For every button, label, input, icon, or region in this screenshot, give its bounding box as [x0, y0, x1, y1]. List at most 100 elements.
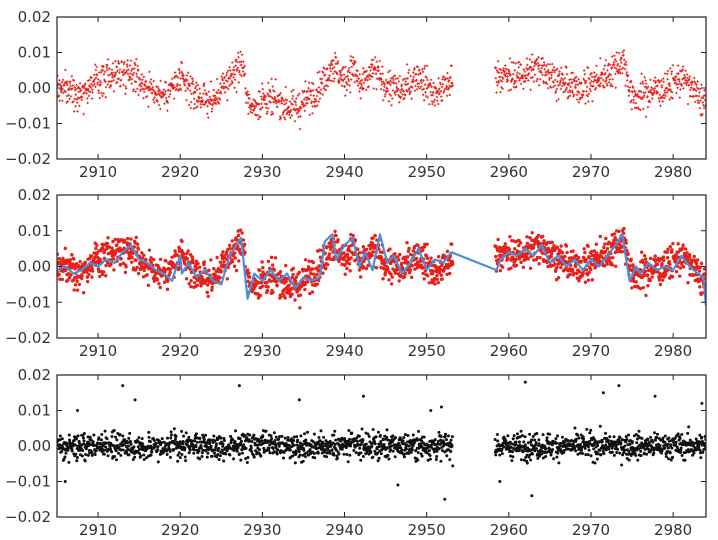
data-point: [415, 266, 419, 270]
data-point: [291, 272, 295, 277]
data-point: [311, 267, 315, 271]
data-point: [191, 257, 195, 262]
data-point: [135, 265, 139, 270]
data-point: [270, 263, 275, 267]
data-point: [101, 242, 106, 247]
data-point: [230, 239, 234, 243]
data-point: [335, 250, 340, 255]
data-point: [435, 273, 439, 278]
data-point: [69, 273, 73, 277]
data-point: [364, 247, 369, 252]
data-point: [289, 286, 293, 291]
data-point: [142, 253, 146, 257]
data-point: [435, 277, 439, 282]
data-point: [436, 255, 441, 259]
data-point: [202, 262, 206, 267]
data-point: [305, 280, 310, 284]
data-point: [234, 268, 239, 273]
data-point: [95, 243, 99, 247]
data-point: [238, 228, 243, 232]
data-point: [427, 281, 432, 285]
data-point: [87, 256, 92, 261]
panel-1: 2910 2920 2930 2940 2950 2960 2970 2980 −0.02 −0.…: [5, 8, 707, 181]
data-point: [215, 255, 219, 260]
data-point: [315, 272, 319, 277]
x-tick-label: 2910: [79, 163, 117, 181]
data-point: [406, 255, 410, 259]
data-point: [97, 269, 101, 274]
data-point: [348, 269, 352, 273]
data-point: [206, 294, 210, 298]
data-point: [336, 238, 340, 242]
data-point: [273, 256, 278, 260]
data-point: [85, 275, 90, 279]
data-point: [83, 260, 88, 265]
data-point: [84, 270, 89, 274]
data-point: [408, 252, 413, 257]
data-point: [245, 268, 250, 272]
data-point: [371, 236, 375, 240]
data-point: [261, 265, 265, 270]
data-point: [275, 284, 279, 288]
data-point: [111, 239, 115, 244]
data-point: [104, 263, 108, 268]
data-point: [431, 269, 436, 273]
data-point: [105, 241, 110, 246]
data-point: [233, 251, 237, 255]
data-point: [123, 270, 128, 275]
data-point: [426, 274, 430, 278]
data-point: [317, 248, 322, 252]
data-point: [100, 272, 105, 277]
data-point: [370, 241, 375, 246]
data-point: [280, 280, 284, 284]
data-point: [117, 249, 122, 253]
data-point: [102, 270, 106, 274]
data-point: [181, 252, 186, 256]
data-point: [218, 260, 223, 264]
x-tick-label: 2930: [243, 163, 281, 181]
data-point: [416, 243, 420, 248]
data-point: [121, 261, 126, 266]
data-point: [290, 275, 295, 280]
data-point: [98, 274, 102, 279]
x-tick-label: 2970: [572, 163, 610, 181]
data-point: [389, 272, 393, 276]
data-point: [309, 271, 313, 276]
data-point: [187, 281, 191, 286]
data-point: [496, 237, 500, 242]
data-point: [140, 251, 144, 255]
data-point: [299, 285, 303, 289]
data-point: [117, 240, 121, 244]
data-point: [115, 243, 119, 247]
data-point: [233, 256, 237, 260]
data-point: [437, 265, 441, 269]
data-point: [307, 259, 311, 263]
x-tick-label: 2980: [654, 163, 692, 181]
data-point: [210, 288, 214, 292]
data-point: [373, 233, 377, 238]
data-point: [60, 277, 65, 282]
data-point: [104, 274, 108, 278]
data-point: [72, 288, 76, 292]
data-point: [90, 275, 94, 279]
data-point: [141, 275, 146, 279]
data-point: [80, 276, 84, 281]
data-point: [403, 272, 408, 276]
data-point: [168, 267, 173, 272]
data-point: [145, 273, 149, 277]
y-tick-label: 0.01: [18, 44, 51, 62]
data-point: [278, 269, 283, 274]
data-point: [419, 263, 423, 267]
data-point: [241, 238, 246, 242]
data-point: [368, 255, 372, 260]
data-point: [129, 260, 134, 264]
data-point: [413, 262, 418, 267]
data-point: [291, 266, 296, 271]
data-point: [151, 257, 156, 262]
data-point: [397, 258, 401, 262]
data-point: [237, 247, 242, 251]
data-point: [402, 275, 407, 279]
data-point: [247, 275, 252, 279]
data-point: [243, 250, 247, 255]
